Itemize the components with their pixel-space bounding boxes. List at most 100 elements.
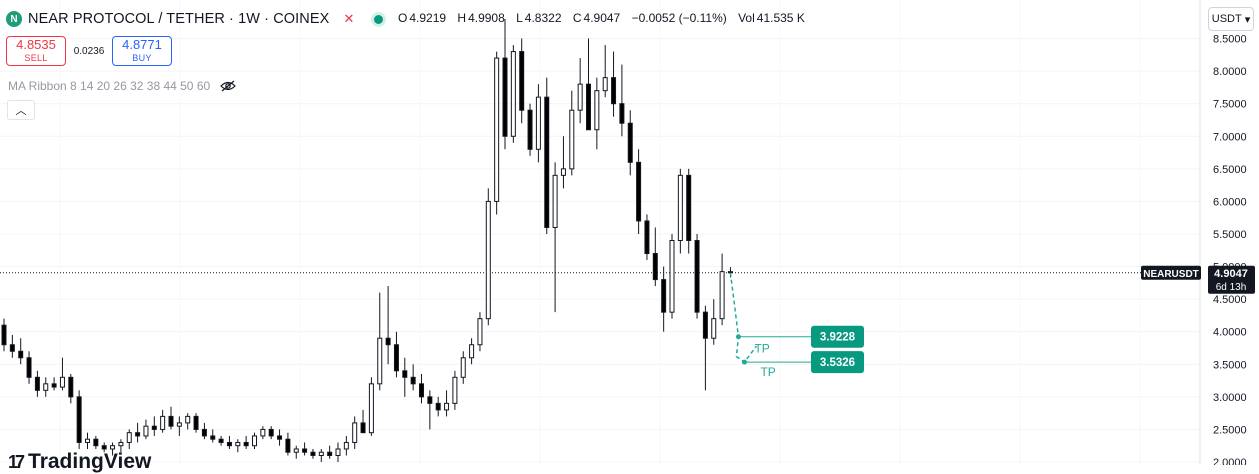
candle [611, 51, 617, 117]
symbol-tag [1141, 265, 1201, 280]
price-axis-background [1200, 0, 1259, 465]
candle [544, 77, 550, 234]
indicator-legend[interactable]: MA Ribbon 8 14 20 26 32 38 44 50 60 [8, 79, 237, 93]
candle-body-down [34, 376, 40, 391]
candle-body-up [535, 96, 541, 150]
candle [1, 318, 7, 352]
candle-body-down [402, 370, 408, 378]
candle [226, 435, 232, 449]
candle [260, 426, 266, 440]
tradingview-mark-icon: 17 [8, 451, 25, 472]
tradingview-logo[interactable]: 17 TradingView [8, 450, 151, 474]
candle-body-down [193, 415, 199, 430]
candle-body-down [93, 438, 99, 447]
candle [393, 331, 399, 378]
candle [335, 442, 341, 462]
candle [343, 435, 349, 456]
candle [310, 448, 316, 459]
candle [26, 351, 32, 384]
candle [427, 390, 433, 430]
candle-body-down [1, 324, 7, 346]
candle-body-up [110, 445, 116, 450]
candle [243, 435, 249, 449]
candle [118, 439, 124, 453]
close-symbol-icon[interactable]: ✕ [343, 11, 355, 26]
candle [360, 409, 366, 434]
y-tick-label: 3.0000 [1213, 392, 1247, 404]
candle-body-up [494, 57, 500, 202]
candle [101, 442, 107, 453]
buy-button[interactable]: 4.8771 BUY [112, 36, 172, 66]
candle [719, 253, 725, 326]
candle-body-down [243, 441, 249, 447]
candle [477, 312, 483, 352]
candle-body-down [302, 448, 308, 453]
candle-body-up [185, 415, 191, 424]
candle [68, 374, 74, 404]
chevron-up-icon: ︿ [15, 105, 27, 117]
candle [686, 168, 692, 254]
candle-body-up [59, 376, 65, 388]
candle [18, 338, 24, 365]
candle-body-up [343, 441, 349, 450]
candle-body-down [26, 357, 32, 378]
volume-value: 41.535 K [756, 11, 805, 25]
grid [0, 38, 1200, 463]
candle-body-up [460, 357, 466, 378]
last-price-tag: NEARUSDT 4.9047 6d 13h [1141, 265, 1255, 294]
candle [368, 377, 374, 436]
low-value: 4.8322 [524, 11, 562, 25]
candle-body-down [385, 337, 391, 346]
candle [502, 19, 508, 150]
open-value: 4.9219 [409, 11, 447, 25]
change-value: −0.0052 (−0.11%) [631, 11, 727, 25]
candle-body-down [435, 402, 441, 411]
sell-button[interactable]: 4.8535 SELL [6, 36, 66, 66]
candle-body-up [669, 240, 675, 313]
candle [285, 432, 291, 456]
tradingview-label: TradingView [28, 450, 152, 473]
candle [277, 429, 283, 446]
candle-body-down [151, 425, 157, 430]
candle-body-up [252, 435, 257, 447]
candle [93, 435, 99, 449]
market-status-icon[interactable] [374, 14, 384, 24]
candle-body-up [444, 402, 450, 411]
candle-body-up [85, 438, 90, 443]
candle-body-down [51, 383, 57, 388]
candle-body-down [652, 253, 658, 281]
candle [627, 110, 633, 176]
candle [168, 406, 174, 430]
buy-label: BUY [132, 53, 152, 63]
candle-body-down [101, 445, 107, 450]
candle-body-down [544, 96, 550, 228]
candle [460, 351, 466, 384]
candle-body-down [218, 438, 224, 443]
candle [519, 38, 525, 124]
candle-body-down [694, 240, 700, 313]
y-tick-label: 4.5000 [1213, 294, 1247, 306]
candle [252, 432, 257, 449]
currency-selector[interactable]: USDT ▾ [1208, 7, 1254, 31]
candle-body-down [661, 279, 667, 313]
candle [293, 445, 299, 459]
candle [143, 419, 149, 440]
tp-price-tag [811, 351, 864, 374]
projection-path [729, 272, 758, 364]
y-tick-label: 2.5000 [1213, 424, 1247, 436]
candle [59, 357, 65, 391]
hide-eye-icon[interactable] [220, 80, 237, 92]
tp-price-value: 3.9228 [820, 332, 856, 344]
candle-body-down [360, 422, 366, 434]
collapse-legend-button[interactable]: ︿ [7, 100, 35, 120]
candle-body-up [43, 383, 49, 391]
candle [85, 432, 90, 449]
candle [485, 188, 491, 326]
candle [494, 51, 500, 215]
candle [535, 84, 541, 163]
symbol-title[interactable]: NEAR PROTOCOL / TETHER · 1W · COINEX [28, 11, 330, 27]
candle-body-up [560, 168, 566, 176]
candle [410, 364, 416, 391]
